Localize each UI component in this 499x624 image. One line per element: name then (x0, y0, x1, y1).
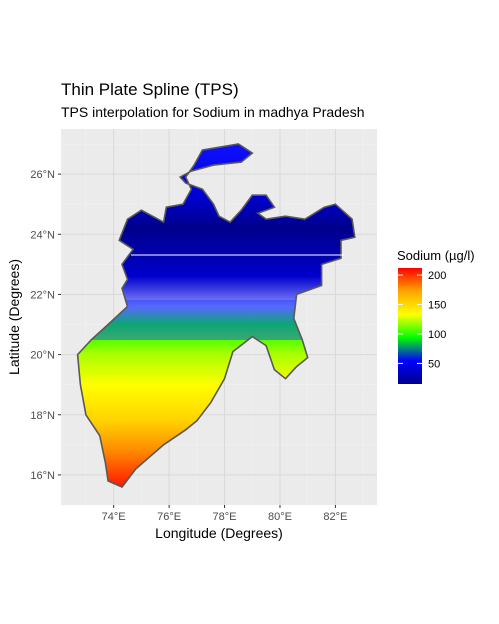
y-tick-label: 22°N (30, 289, 55, 301)
chart-title: Thin Plate Spline (TPS) (61, 80, 239, 99)
legend-ticks: 50 100 150 200 (398, 270, 446, 370)
x-tick-label: 80°E (268, 511, 292, 523)
y-axis-title: Latitude (Degrees) (6, 259, 22, 375)
state-boundary (76, 143, 356, 488)
y-tick-label: 24°N (30, 229, 55, 241)
legend-tick-label: 200 (428, 270, 446, 282)
legend-tick-label: 50 (428, 358, 440, 370)
x-axis: 74°E 76°E 78°E 80°E 82°E (102, 505, 347, 523)
x-tick-label: 74°E (102, 511, 126, 523)
x-tick-label: 78°E (213, 511, 237, 523)
legend-colorbar (398, 268, 422, 384)
y-tick-label: 26°N (30, 169, 55, 181)
x-tick-label: 76°E (157, 511, 181, 523)
legend-tick-label: 150 (428, 300, 446, 312)
legend: Sodium (µg/l) 50 100 150 200 (397, 248, 475, 384)
y-tick-label: 20°N (30, 350, 55, 362)
y-axis: 16°N 18°N 20°N 22°N 24°N 26°N (30, 169, 61, 482)
legend-tick-label: 100 (428, 329, 446, 341)
x-axis-title: Longitude (Degrees) (155, 525, 283, 541)
legend-title: Sodium (µg/l) (397, 248, 475, 263)
y-tick-label: 18°N (30, 410, 55, 422)
x-tick-label: 82°E (323, 511, 347, 523)
y-tick-label: 16°N (30, 470, 55, 482)
chart-subtitle: TPS interpolation for Sodium in madhya P… (61, 104, 365, 120)
